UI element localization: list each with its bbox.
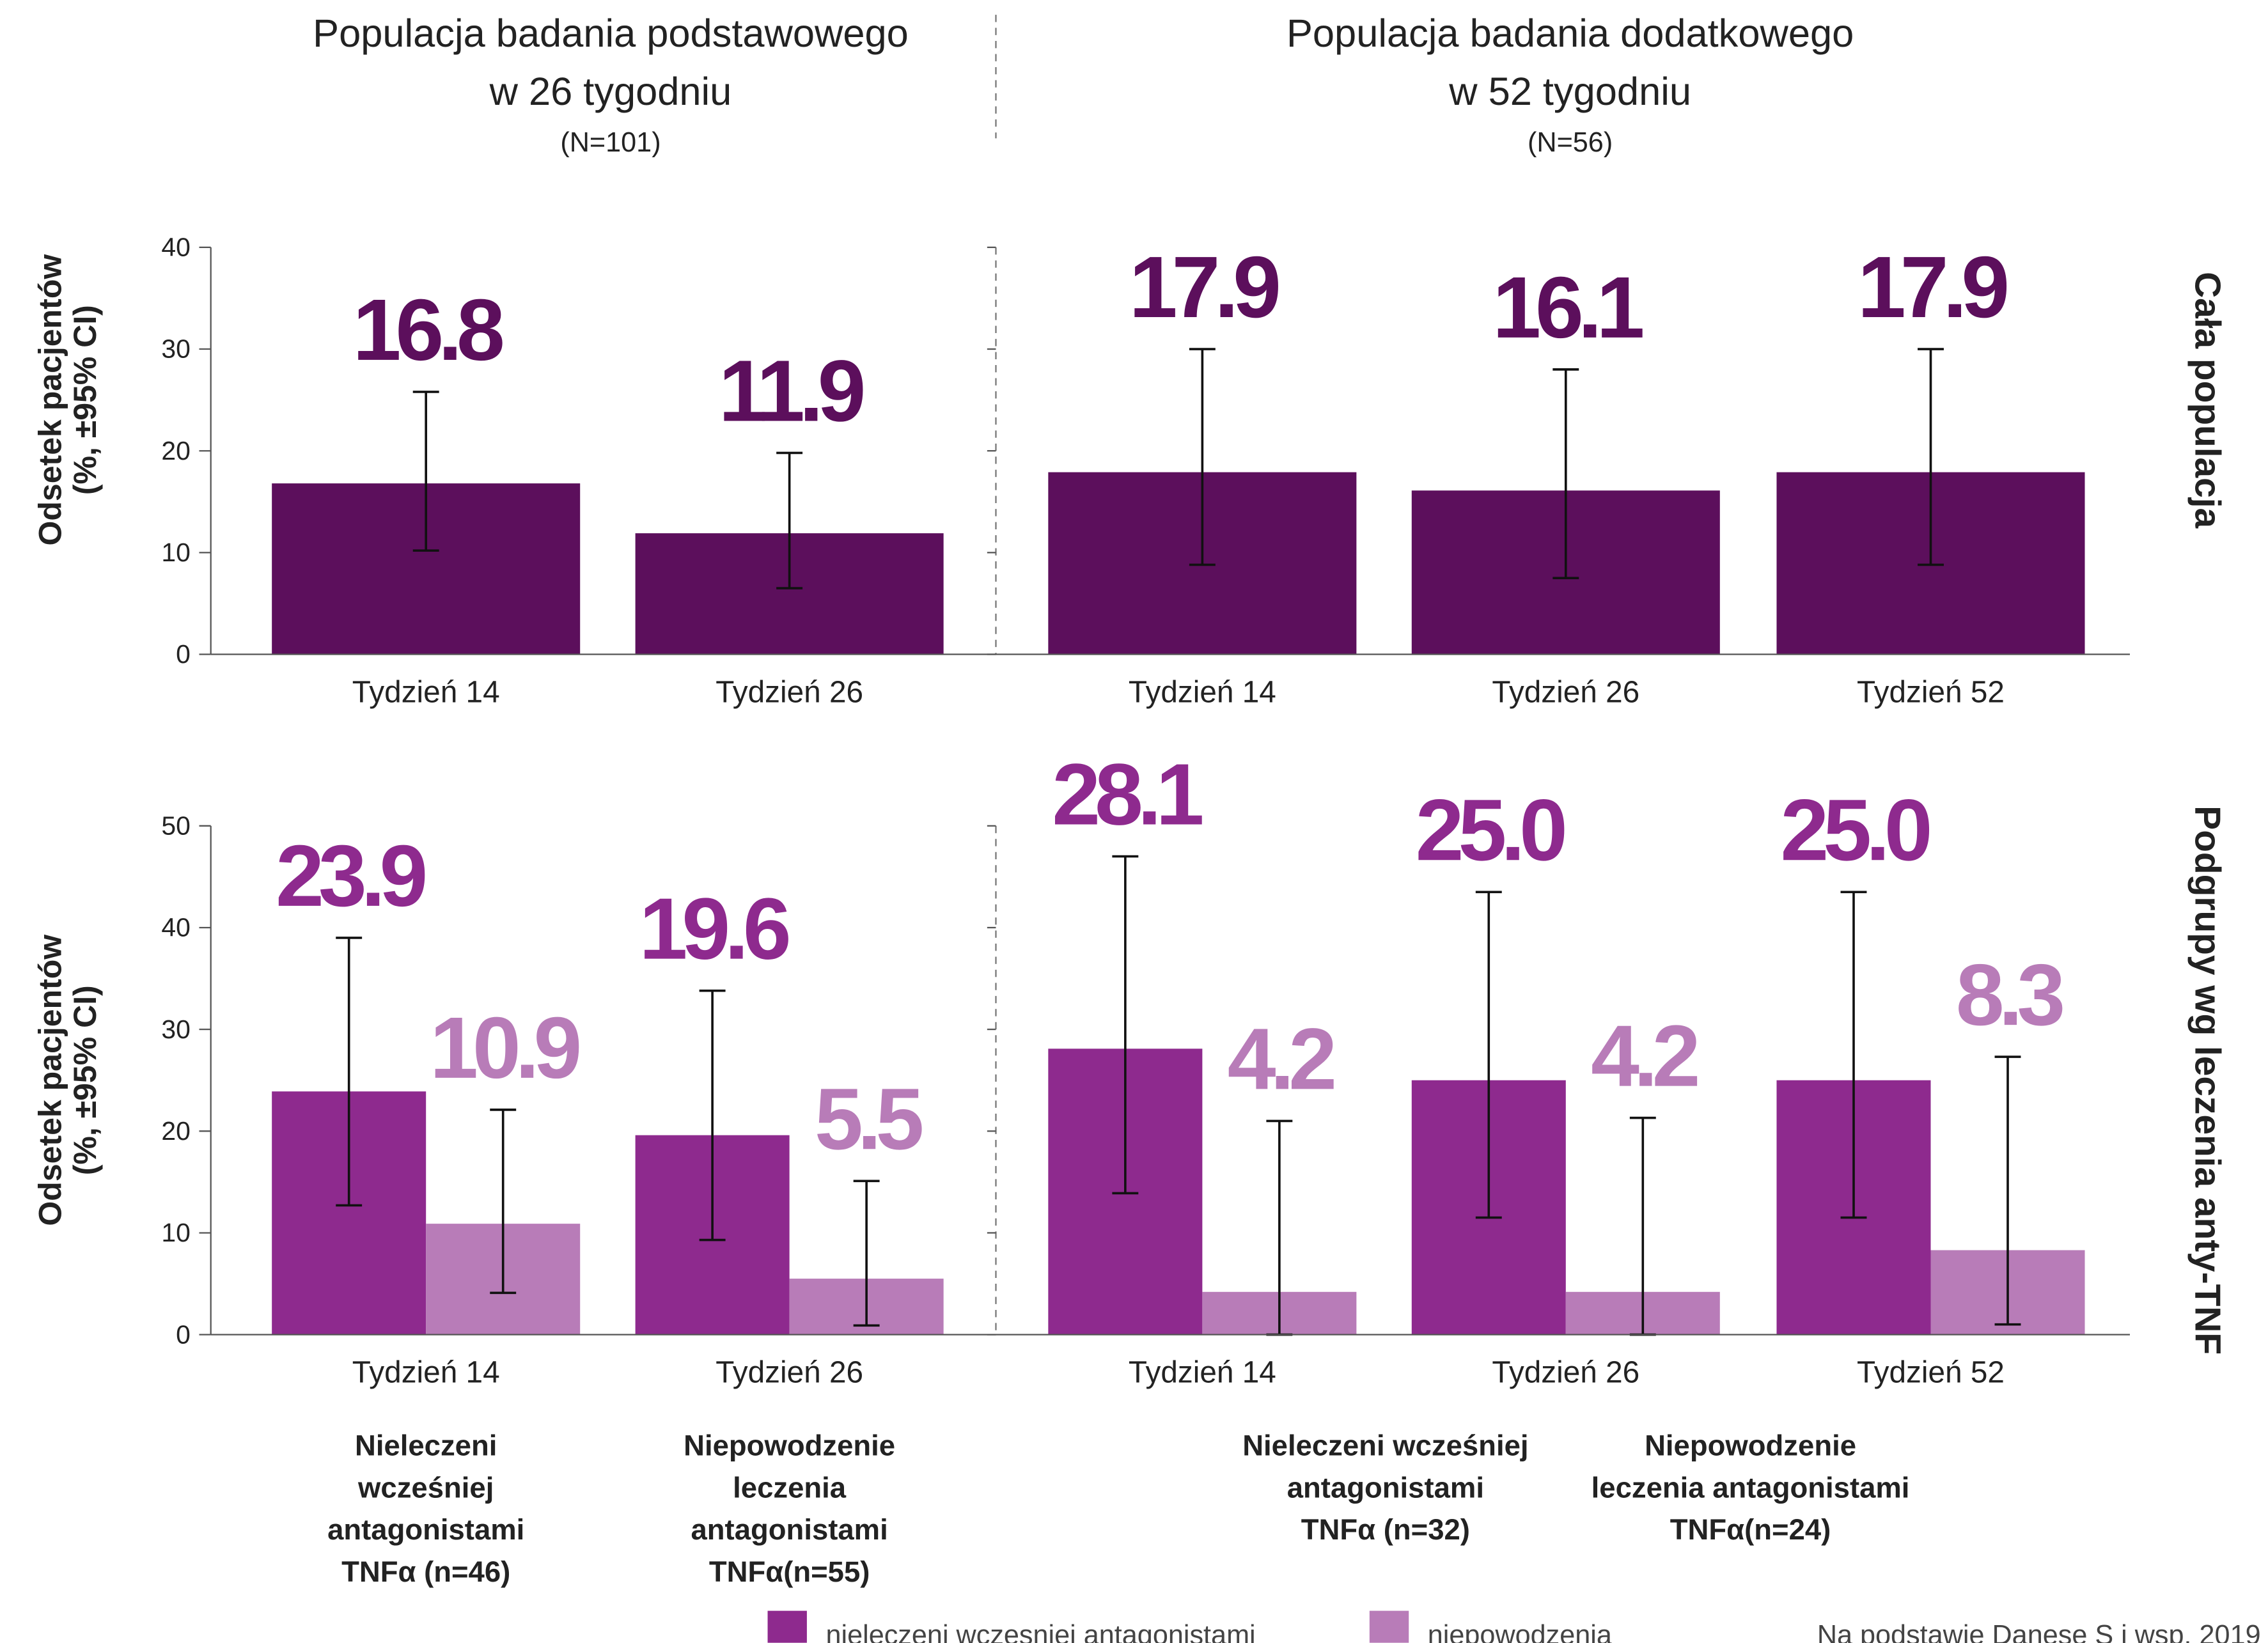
group-label: leczenia antagonistami (1592, 1471, 1910, 1504)
group-label: TNFα (n=32) (1301, 1513, 1470, 1546)
group-label: antagonistami (1287, 1471, 1484, 1504)
group-label: Niepowodzenie (1645, 1429, 1856, 1461)
side-label: Podgrupy wg leczenia anty-TNF (2187, 806, 2227, 1355)
y-tick-label: 40 (161, 233, 191, 262)
legend-label: nieleczeni wczesniej antagonistami (825, 1620, 1255, 1643)
y-tick-label: 30 (161, 1015, 191, 1044)
value-label: 25.0 (1780, 781, 1929, 878)
y-tick-label: 10 (161, 1218, 191, 1247)
x-tick-label: Tydzień 14 (352, 676, 500, 710)
panel-n: (N=56) (1528, 127, 1613, 158)
value-label: 25.0 (1416, 781, 1565, 878)
panel-title: Populacja badania dodatkowego (1287, 12, 1854, 56)
value-label: 8.3 (1956, 946, 2063, 1043)
y-tick-label: 20 (161, 436, 191, 465)
x-tick-label: Tydzień 26 (1492, 676, 1639, 710)
legend-label: niepowodzenia (1428, 1620, 1613, 1643)
y-axis-label: (%, ±95% CI) (67, 985, 103, 1175)
panel-n: (N=101) (560, 127, 661, 158)
group-label: TNFα (n=46) (341, 1555, 510, 1588)
group-label: TNFα(n=55) (709, 1555, 870, 1588)
x-tick-label: Tydzień 14 (1129, 1356, 1276, 1390)
value-label: 23.9 (276, 827, 425, 924)
side-label: Cała populacja (2187, 272, 2227, 528)
group-label: Niepowodzenie (684, 1429, 895, 1461)
x-tick-label: Tydzień 14 (1129, 676, 1276, 710)
panel-title: Populacja badania podstawowego (313, 12, 909, 56)
panel-title: w 52 tygodniu (1448, 70, 1691, 114)
legend-swatch (767, 1610, 807, 1643)
x-tick-label: Tydzień 52 (1857, 676, 2005, 710)
group-label: wcześniej (357, 1471, 494, 1504)
y-axis-label: Odsetek pacjentów (32, 254, 68, 546)
panel-title: w 26 tygodniu (489, 70, 732, 114)
y-tick-label: 40 (161, 913, 191, 942)
value-label: 17.9 (1129, 238, 1278, 336)
value-label: 19.6 (639, 880, 788, 977)
group-label: TNFα(n=24) (1670, 1513, 1831, 1546)
value-label: 4.2 (1591, 1008, 1698, 1105)
x-tick-label: Tydzień 26 (716, 676, 863, 710)
value-label: 16.1 (1492, 259, 1643, 356)
y-axis-label: Odsetek pacjentów (32, 935, 68, 1226)
group-label: antagonistami (327, 1513, 524, 1546)
group-label: antagonistami (691, 1513, 888, 1546)
x-tick-label: Tydzień 52 (1857, 1356, 2005, 1390)
y-tick-label: 10 (161, 538, 191, 567)
source: Na podstawie Danese S i wsp. 2019 (1817, 1620, 2261, 1643)
value-label: 5.5 (815, 1070, 923, 1167)
group-label: leczenia (733, 1471, 847, 1504)
y-axis-label: (%, ±95% CI) (67, 305, 103, 495)
value-label: 10.9 (430, 999, 579, 1096)
x-tick-label: Tydzień 26 (716, 1356, 863, 1390)
group-label: Nieleczeni (355, 1429, 497, 1461)
group-label: Nieleczeni wcześniej (1242, 1429, 1528, 1461)
value-label: 11.9 (719, 342, 863, 439)
y-tick-label: 0 (176, 639, 191, 669)
value-label: 17.9 (1857, 238, 2006, 336)
x-tick-label: Tydzień 14 (352, 1356, 500, 1390)
y-tick-label: 30 (161, 334, 191, 364)
y-tick-label: 0 (176, 1320, 191, 1349)
y-tick-label: 20 (161, 1116, 191, 1146)
y-tick-label: 50 (161, 811, 191, 840)
x-tick-label: Tydzień 26 (1492, 1356, 1639, 1390)
value-label: 16.8 (353, 281, 503, 378)
value-label: 28.1 (1052, 746, 1202, 843)
legend-swatch (1369, 1610, 1409, 1643)
value-label: 4.2 (1228, 1010, 1334, 1107)
